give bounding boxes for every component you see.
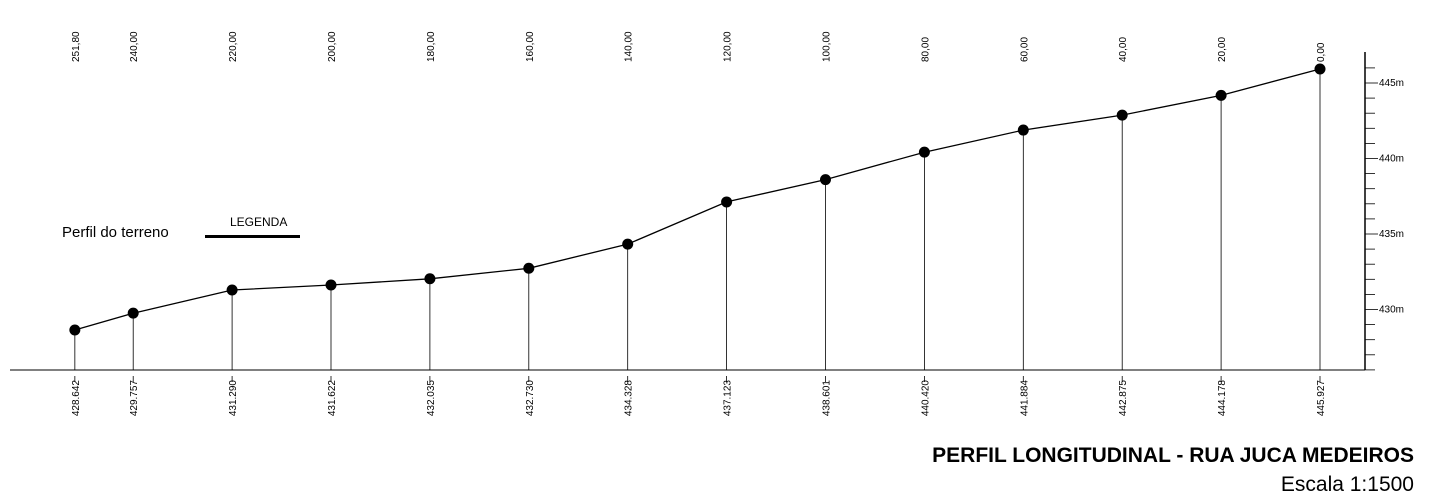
elevation-label: 431.290 bbox=[228, 380, 239, 417]
terrain-point bbox=[918, 146, 930, 158]
elevation-label: 444.178 bbox=[1217, 380, 1228, 417]
terrain-point bbox=[1116, 109, 1128, 121]
station-label: 240,00 bbox=[129, 31, 140, 62]
terrain-points-layer bbox=[69, 63, 1326, 336]
elevation-tick-label: 435m bbox=[1379, 229, 1404, 240]
terrain-point bbox=[820, 174, 831, 186]
chart-scale: Escala 1:1500 bbox=[1280, 473, 1414, 496]
station-label: 140,00 bbox=[624, 31, 635, 62]
elevation-label: 434.328 bbox=[624, 380, 635, 417]
station-label: 220,00 bbox=[228, 31, 239, 62]
axes-layer bbox=[10, 52, 1366, 382]
elevation-tick-label: 440m bbox=[1379, 154, 1404, 165]
terrain-point bbox=[523, 262, 535, 274]
station-label: 160,00 bbox=[525, 31, 536, 62]
elevation-label: 428.642 bbox=[71, 380, 82, 417]
station-stems-layer bbox=[74, 69, 1321, 370]
legend-title: LEGENDA bbox=[230, 215, 287, 229]
station-label: 180,00 bbox=[426, 31, 437, 62]
elevation-label: 432.730 bbox=[525, 380, 536, 417]
elevation-scale-layer: 430m 435m 440m 445m bbox=[1365, 67, 1404, 371]
station-label: 60,00 bbox=[1019, 37, 1030, 62]
station-label: 0,00 bbox=[1316, 42, 1327, 62]
station-label: 100,00 bbox=[822, 31, 833, 62]
terrain-point bbox=[226, 284, 238, 296]
terrain-point bbox=[69, 324, 81, 336]
elevation-label: 441.884 bbox=[1019, 380, 1030, 417]
legend-series-label: Perfil do terreno bbox=[62, 224, 169, 241]
chart-title: PERFIL LONGITUDINAL - RUA JUCA MEDEIROS bbox=[932, 444, 1414, 467]
terrain-point bbox=[622, 238, 634, 250]
station-label: 200,00 bbox=[327, 31, 338, 62]
elevation-labels-layer: 428.642 429.757 431.290 431.622 432.035 432.7… bbox=[71, 380, 1327, 417]
station-label: 120,00 bbox=[723, 31, 734, 62]
terrain-point bbox=[1017, 124, 1029, 136]
terrain-point bbox=[1215, 89, 1227, 101]
station-labels-layer: 251,80 240,00 220,00 200,00 180,00 160,00 140,… bbox=[71, 31, 1327, 62]
elevation-label: 442.875 bbox=[1118, 380, 1129, 417]
station-label: 40,00 bbox=[1118, 37, 1129, 62]
terrain-line-layer bbox=[74, 68, 1321, 331]
elevation-tick-label: 430m bbox=[1379, 305, 1404, 316]
terrain-point bbox=[1314, 63, 1326, 75]
station-label: 20,00 bbox=[1217, 37, 1228, 62]
elevation-label: 445.927 bbox=[1316, 380, 1327, 417]
elevation-label: 438.601 bbox=[822, 380, 833, 417]
terrain-point bbox=[127, 307, 139, 319]
elevation-tick-label: 445m bbox=[1379, 78, 1404, 89]
elevation-label: 437.123 bbox=[723, 380, 734, 417]
terrain-point bbox=[424, 273, 436, 285]
legend: Perfil do terreno LEGENDA bbox=[62, 215, 300, 241]
terrain-line bbox=[74, 68, 1321, 331]
station-label: 251,80 bbox=[71, 31, 82, 62]
elevation-label: 440.420 bbox=[920, 380, 931, 417]
elevation-label: 432.035 bbox=[426, 380, 437, 417]
elevation-label: 431.622 bbox=[327, 380, 338, 417]
station-label: 80,00 bbox=[920, 37, 931, 62]
terrain-point bbox=[325, 279, 337, 291]
elevation-label: 429.757 bbox=[129, 380, 140, 417]
terrain-point bbox=[721, 196, 733, 208]
